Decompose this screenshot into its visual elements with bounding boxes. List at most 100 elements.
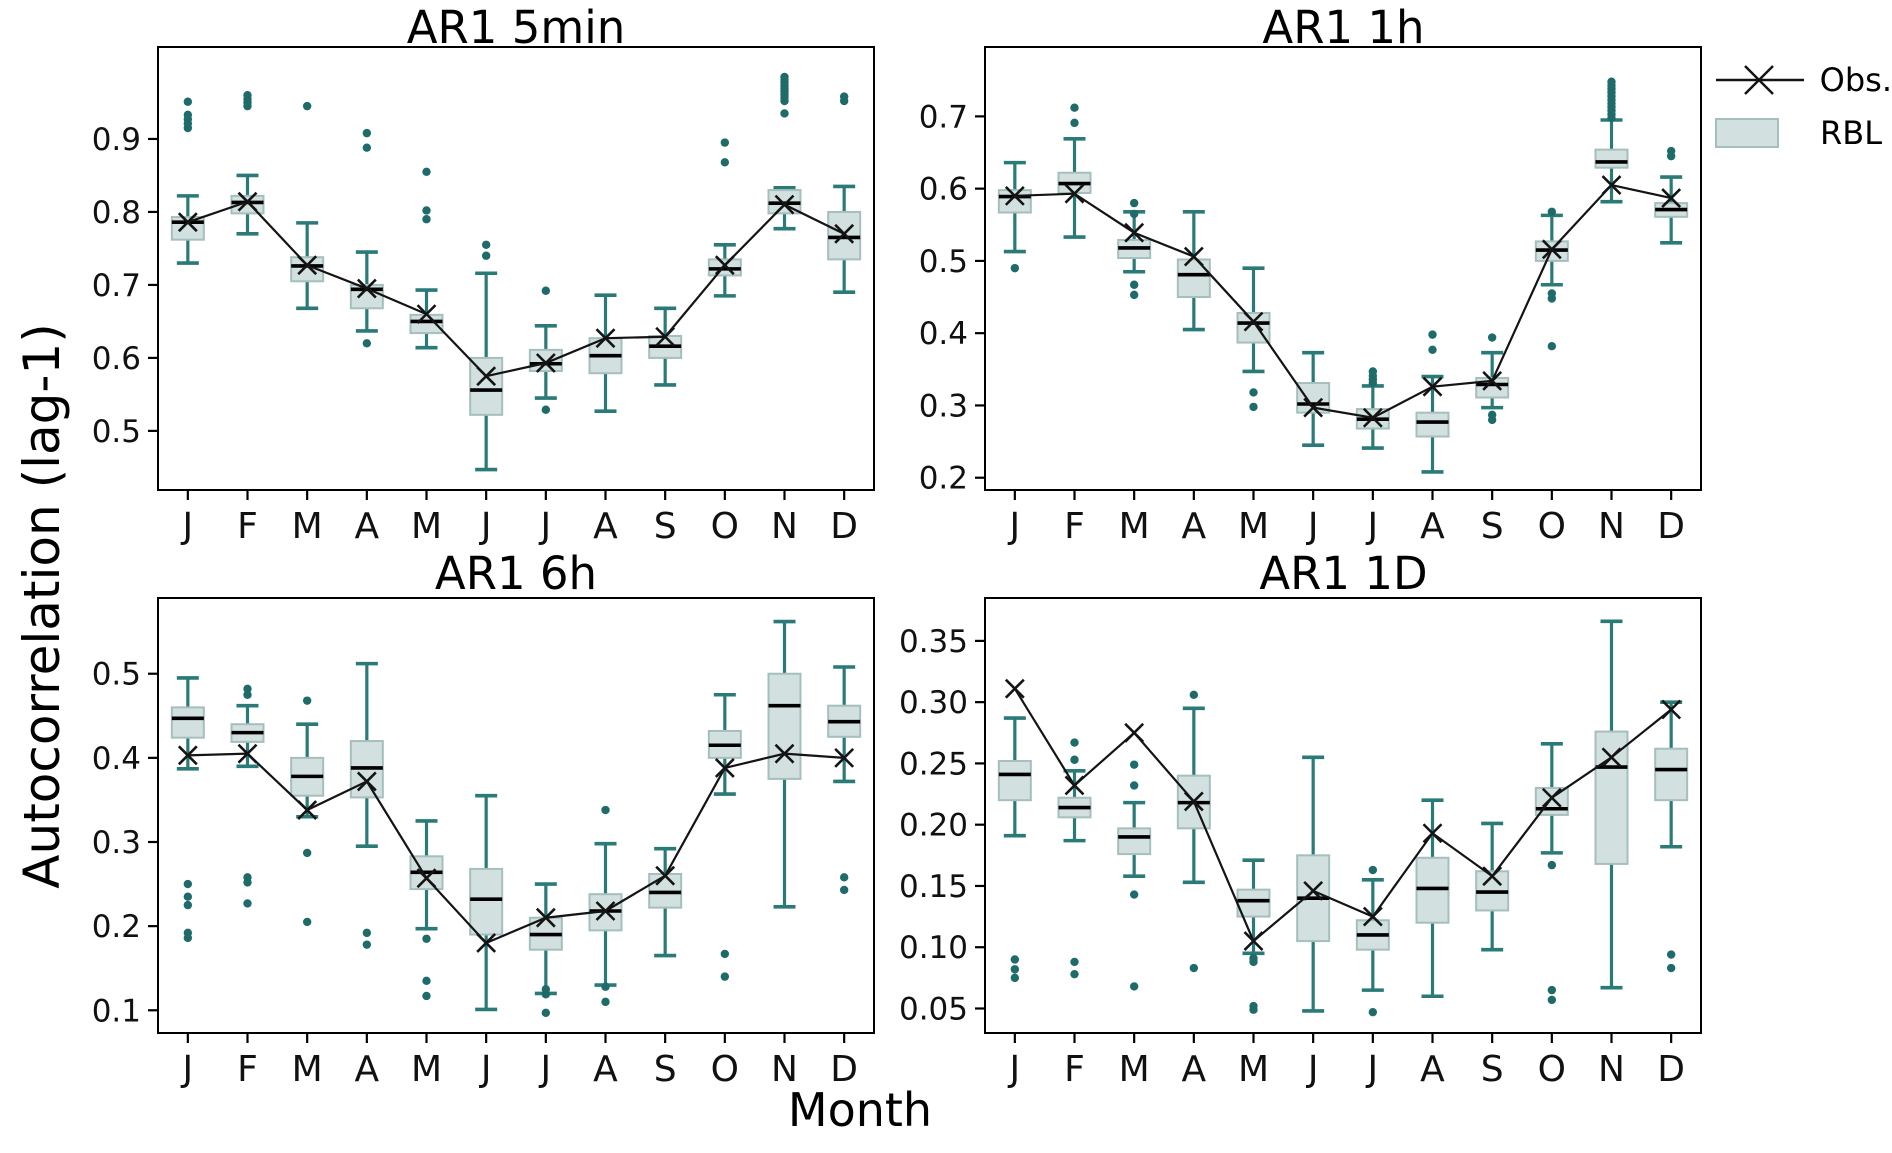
rbl-box-swatch-icon: [1715, 118, 1779, 148]
outlier-dot: [720, 138, 730, 147]
outlier-dot: [1428, 330, 1437, 339]
month-tick-label: J: [1366, 506, 1379, 547]
obs-x-marker: [1601, 175, 1622, 195]
outlier-dot: [541, 286, 551, 295]
outlier-dot: [183, 879, 193, 889]
obs-x-marker: [297, 800, 318, 820]
month-tick-label: D: [1657, 506, 1685, 547]
month-tick-label: S: [1481, 1049, 1504, 1090]
outlier-dot: [302, 848, 312, 858]
box: [528, 348, 563, 373]
panel-plot-ar1-1h: 0.20.30.40.50.60.7J F M A M J J A S O N D: [919, 46, 1702, 547]
outlier-dot: [839, 885, 849, 895]
panel-plot-ar1-6h: 0.10.20.30.40.5J F M A M J J A S O N D: [92, 597, 875, 1090]
outlier-dot: [720, 949, 730, 959]
obs-series: [177, 191, 855, 387]
obs-x-marker: [476, 366, 497, 387]
month-tick-label: S: [1481, 506, 1504, 547]
box: [170, 706, 205, 739]
y-axis-ticks: 0.1 0.2 0.3 0.4 0.5: [92, 657, 158, 1029]
outlier-dot: [1547, 207, 1557, 216]
outlier-dot: [1547, 985, 1557, 995]
box: [1594, 730, 1629, 865]
y-tick-label: 0.35: [899, 624, 968, 660]
obs-x-marker: [1661, 188, 1682, 208]
outlier-dot: [1129, 209, 1139, 219]
month-tick-label: M: [1119, 506, 1150, 547]
month-tick-label: D: [830, 1049, 858, 1090]
outlier-dot: [1666, 963, 1676, 973]
outlier-dot: [1547, 860, 1557, 870]
obs-line: [1014, 183, 1672, 419]
outlier-dot: [1070, 118, 1079, 128]
month-tick-label: J: [539, 1049, 552, 1090]
outlier-dot: [1607, 77, 1616, 86]
obs-x-marker: [1004, 678, 1025, 699]
legend-item-obs: Obs.: [1712, 58, 1892, 102]
outlier-dot: [1487, 415, 1497, 425]
outlier-dot: [541, 1008, 551, 1018]
outlier-dot: [1070, 969, 1079, 979]
outlier-dot: [1070, 103, 1079, 112]
obs-x-marker: [1541, 787, 1562, 808]
outlier-dot: [1129, 781, 1139, 790]
month-tick-label: A: [593, 506, 618, 547]
month-tick-label: M: [1238, 506, 1269, 547]
month-tick-label: N: [771, 506, 798, 547]
outlier-dot: [1487, 333, 1497, 342]
obs-x-marker: [595, 901, 616, 921]
month-tick-label: O: [711, 1049, 739, 1090]
y-tick-label: 0.15: [899, 869, 968, 905]
outlier-dot: [720, 972, 730, 981]
y-tick-label: 0.2: [919, 461, 968, 497]
box: [997, 189, 1032, 214]
outlier-dot: [720, 158, 730, 167]
month-tick-label: O: [1538, 1049, 1566, 1090]
outlier-dot: [362, 928, 372, 938]
outlier-dot: [362, 128, 372, 138]
month-tick-label: A: [355, 506, 380, 547]
outlier-dot: [302, 917, 312, 927]
obs-x-marker: [1243, 311, 1264, 332]
obs-x-marker: [1362, 906, 1383, 927]
y-tick-label: 0.5: [92, 414, 141, 450]
obs-x-marker: [1183, 246, 1204, 267]
month-tick-label: F: [237, 1049, 258, 1090]
month-tick-label: M: [411, 506, 442, 547]
month-tick-label: J: [479, 506, 492, 547]
y-tick-label: 0.5: [92, 657, 141, 693]
outlier-dot: [243, 90, 252, 100]
month-tick-label: A: [1420, 506, 1445, 547]
outlier-dot: [1547, 341, 1557, 351]
obs-x-marker: [1541, 239, 1562, 260]
month-tick-label: J: [1366, 1049, 1379, 1090]
box: [1117, 827, 1152, 856]
panel-title-ar1-1h: AR1 1h: [1262, 1, 1425, 54]
outlier-dot: [1249, 388, 1258, 397]
panel-plot-ar1-5min: 0.50.60.70.80.9J F M A M J J A S O N D: [92, 46, 875, 547]
obs-line: [187, 752, 845, 945]
obs-x-marker: [1601, 747, 1622, 768]
legend-label-rbl: RBL: [1820, 114, 1883, 152]
month-tick-label: J: [1306, 506, 1319, 547]
y-tick-label: 0.9: [92, 122, 141, 158]
obs-x-marker: [177, 745, 198, 766]
box: [1415, 411, 1450, 438]
obs-x-marker: [1422, 823, 1443, 844]
outlier-dot: [1129, 198, 1139, 208]
month-tick-label: J: [181, 1049, 194, 1090]
outlier-dot: [839, 92, 849, 101]
outlier-dot: [243, 878, 252, 887]
obs-x-marker: [1004, 185, 1025, 206]
obs-x-marker: [535, 907, 556, 928]
y-tick-label: 0.5: [919, 244, 968, 280]
obs-x-marker: [834, 747, 855, 768]
outlier-dot: [362, 940, 372, 949]
outlier-dot: [541, 990, 551, 999]
legend-label-obs: Obs.: [1819, 61, 1892, 99]
month-tick-label: N: [1598, 506, 1625, 547]
month-tick-label: F: [237, 506, 258, 547]
month-tick-label: A: [593, 1049, 618, 1090]
month-tick-label: M: [1238, 1049, 1269, 1090]
obs-x-marker: [714, 758, 735, 778]
